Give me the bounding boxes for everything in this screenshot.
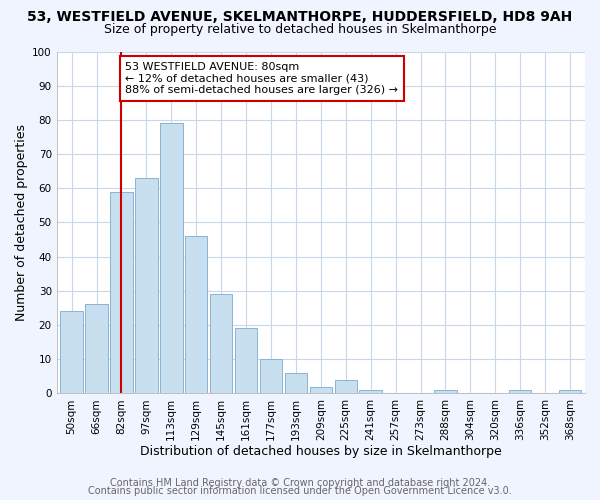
Text: Size of property relative to detached houses in Skelmanthorpe: Size of property relative to detached ho…: [104, 22, 496, 36]
Bar: [434, 390, 457, 394]
Bar: [61, 312, 83, 394]
Y-axis label: Number of detached properties: Number of detached properties: [15, 124, 28, 321]
Text: Contains public sector information licensed under the Open Government Licence v3: Contains public sector information licen…: [88, 486, 512, 496]
Text: Contains HM Land Registry data © Crown copyright and database right 2024.: Contains HM Land Registry data © Crown c…: [110, 478, 490, 488]
Bar: [359, 390, 382, 394]
Bar: [260, 359, 282, 394]
Bar: [310, 386, 332, 394]
Bar: [110, 192, 133, 394]
Bar: [559, 390, 581, 394]
Bar: [210, 294, 232, 394]
Text: 53 WESTFIELD AVENUE: 80sqm
← 12% of detached houses are smaller (43)
88% of semi: 53 WESTFIELD AVENUE: 80sqm ← 12% of deta…: [125, 62, 398, 95]
X-axis label: Distribution of detached houses by size in Skelmanthorpe: Distribution of detached houses by size …: [140, 444, 502, 458]
Text: 53, WESTFIELD AVENUE, SKELMANTHORPE, HUDDERSFIELD, HD8 9AH: 53, WESTFIELD AVENUE, SKELMANTHORPE, HUD…: [28, 10, 572, 24]
Bar: [284, 373, 307, 394]
Bar: [85, 304, 108, 394]
Bar: [335, 380, 357, 394]
Bar: [135, 178, 158, 394]
Bar: [185, 236, 208, 394]
Bar: [509, 390, 532, 394]
Bar: [160, 124, 182, 394]
Bar: [235, 328, 257, 394]
